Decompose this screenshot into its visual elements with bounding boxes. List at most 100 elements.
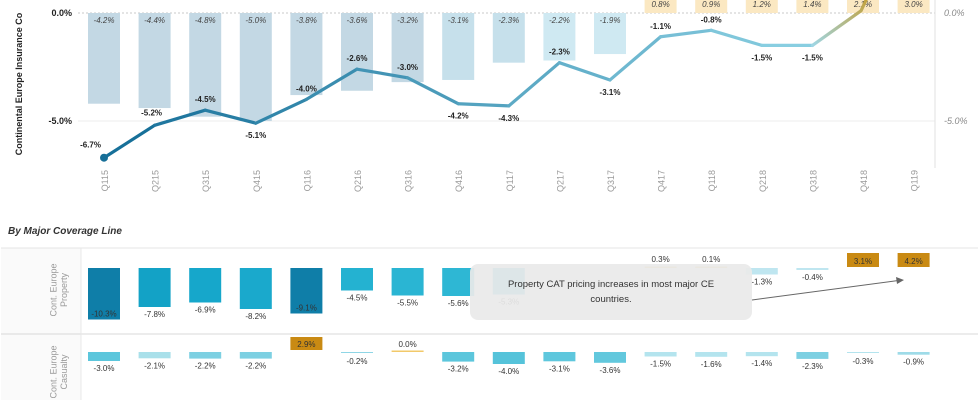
bar	[543, 13, 576, 61]
x-tick-label: Q118	[707, 170, 717, 191]
casualty-bar	[745, 352, 778, 357]
casualty-value-label: -2.2%	[195, 362, 216, 371]
casualty-value-label: -4.0%	[498, 367, 519, 376]
row-label-line: Cont. Europe	[49, 345, 59, 398]
bar	[290, 13, 323, 96]
casualty-value-label: 2.9%	[297, 340, 315, 349]
line-value-label: -1.5%	[802, 53, 823, 62]
property-bar	[391, 268, 424, 296]
property-bar	[239, 268, 272, 309]
trend-point	[100, 153, 108, 162]
property-value-label: 0.3%	[651, 255, 669, 264]
casualty-bar	[847, 352, 879, 353]
property-bar	[847, 253, 879, 267]
property-value-label: -8.2%	[245, 312, 266, 321]
right-tick-label: 0.0%	[944, 8, 965, 18]
casualty-value-label: -0.9%	[903, 358, 924, 367]
casualty-bar	[897, 352, 930, 355]
x-tick-label: Q215	[151, 170, 161, 192]
casualty-bar	[239, 352, 272, 359]
bar-value-label: 0.9%	[702, 0, 720, 9]
trend-line-segment	[658, 28, 713, 39]
casualty-value-label: -0.2%	[347, 357, 368, 366]
bar-value-label: -3.1%	[448, 16, 469, 25]
property-value-label: -10.3%	[91, 310, 116, 319]
casualty-value-label: -2.3%	[802, 362, 823, 371]
bar	[695, 0, 728, 13]
line-value-label: -4.5%	[195, 95, 216, 104]
right-tick-label: -5.0%	[944, 116, 968, 126]
property-bar	[796, 268, 829, 270]
bar-value-label: -4.8%	[195, 16, 216, 25]
bar	[341, 13, 373, 91]
casualty-bar	[341, 352, 373, 353]
trend-line-segment	[507, 61, 562, 108]
property-bar	[745, 268, 778, 275]
bar	[594, 13, 626, 55]
trend-line-segment	[608, 35, 663, 82]
bar	[492, 13, 525, 63]
tooltip-arrow-head	[896, 277, 904, 284]
property-bar	[138, 268, 171, 307]
casualty-value-label: -3.1%	[549, 364, 570, 373]
x-tick-label: Q416	[454, 170, 464, 192]
casualty-value-label: 0.0%	[398, 340, 416, 349]
bar-value-label: -4.4%	[144, 16, 165, 25]
x-tick-label: Q418	[859, 170, 869, 192]
bar-value-label: -5.0%	[245, 16, 266, 25]
row-label-line: Cont. Europe	[49, 263, 59, 316]
trend-line-segment	[102, 123, 157, 160]
trend-line-segment	[456, 102, 511, 108]
property-value-label: -9.1%	[296, 304, 317, 313]
bar	[745, 0, 778, 13]
casualty-bar	[695, 352, 728, 357]
x-tick-label: Q116	[302, 170, 312, 191]
bar-value-label: 1.2%	[753, 0, 771, 9]
x-tick-label: Q217	[555, 170, 565, 192]
bar-value-label: -2.2%	[549, 16, 570, 25]
bar-value-label: -3.2%	[397, 16, 418, 25]
casualty-bar	[290, 337, 323, 350]
casualty-bar	[442, 352, 475, 362]
tooltip-line-2: countries.	[590, 294, 631, 305]
property-bar	[341, 268, 373, 291]
property-value-label: 3.1%	[854, 257, 872, 266]
casualty-value-label: -3.0%	[94, 364, 115, 373]
line-value-label: -3.0%	[397, 63, 418, 72]
casualty-bar	[543, 352, 576, 362]
bar	[239, 13, 272, 121]
bar	[442, 13, 475, 80]
bar	[88, 13, 120, 104]
line-value-label: -6.7%	[80, 141, 101, 150]
casualty-value-label: -1.6%	[701, 360, 722, 369]
bar	[189, 13, 222, 117]
line-value-label: -4.3%	[498, 114, 519, 123]
line-value-label: -2.6%	[347, 54, 368, 63]
x-tick-label: Q117	[505, 170, 515, 191]
line-value-label: -5.1%	[245, 131, 266, 140]
trend-line-segment	[304, 67, 359, 102]
casualty-bar	[594, 352, 626, 363]
section-title: By Major Coverage Line	[8, 226, 122, 237]
trend-line-segment	[355, 67, 410, 80]
line-value-label: -4.0%	[296, 84, 317, 93]
property-bar	[897, 253, 930, 267]
x-tick-label: Q417	[657, 170, 667, 192]
y-axis-title: Continental Europe Insurance Co	[14, 12, 24, 155]
tooltip-arrow-line	[751, 279, 903, 301]
casualty-bar	[189, 352, 222, 359]
x-tick-label: Q218	[758, 170, 768, 192]
property-bar	[88, 268, 120, 320]
bar-value-label: 1.4%	[803, 0, 821, 9]
row-label: Cont. EuropeProperty	[49, 263, 69, 316]
casualty-bar	[796, 352, 829, 359]
line-value-label: -0.8%	[701, 15, 722, 24]
row-header-background	[1, 248, 81, 400]
casualty-value-label: -3.2%	[448, 365, 469, 374]
x-tick-label: Q318	[808, 170, 818, 192]
property-value-label: -4.5%	[347, 294, 368, 303]
casualty-value-label: -1.5%	[650, 360, 671, 369]
trend-line-segment	[254, 97, 308, 125]
casualty-bar	[644, 352, 677, 357]
